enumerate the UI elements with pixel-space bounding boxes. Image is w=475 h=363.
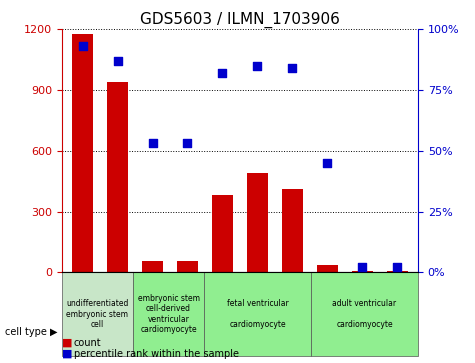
Text: ■: ■ bbox=[62, 349, 72, 359]
Bar bbox=[72, 34, 93, 272]
Point bbox=[393, 265, 401, 270]
Point bbox=[254, 63, 261, 69]
Bar bbox=[212, 195, 233, 272]
Bar bbox=[107, 82, 128, 272]
Bar bbox=[317, 265, 338, 272]
Point bbox=[184, 140, 191, 146]
Text: undifferentiated
embryonic stem
cell: undifferentiated embryonic stem cell bbox=[66, 299, 129, 329]
Bar bbox=[177, 261, 198, 272]
Point bbox=[114, 58, 122, 64]
Text: embryonic stem
cell-derived
ventricular
cardiomyocyte: embryonic stem cell-derived ventricular … bbox=[138, 294, 200, 334]
FancyBboxPatch shape bbox=[311, 272, 418, 356]
Point bbox=[149, 140, 156, 146]
Bar bbox=[142, 261, 163, 272]
Title: GDS5603 / ILMN_1703906: GDS5603 / ILMN_1703906 bbox=[140, 12, 340, 28]
Point bbox=[218, 70, 226, 76]
Text: percentile rank within the sample: percentile rank within the sample bbox=[74, 349, 238, 359]
Text: cell type ▶: cell type ▶ bbox=[5, 327, 57, 337]
Point bbox=[323, 160, 331, 166]
FancyBboxPatch shape bbox=[62, 272, 133, 356]
Text: adult ventricular

cardiomyocyte: adult ventricular cardiomyocyte bbox=[332, 299, 397, 329]
Text: count: count bbox=[74, 338, 101, 348]
Text: fetal ventricular

cardiomyocyte: fetal ventricular cardiomyocyte bbox=[227, 299, 289, 329]
FancyBboxPatch shape bbox=[204, 272, 311, 356]
Bar bbox=[282, 189, 303, 272]
FancyBboxPatch shape bbox=[133, 272, 204, 356]
Text: ■: ■ bbox=[62, 338, 72, 348]
Bar bbox=[387, 271, 408, 272]
Point bbox=[79, 43, 86, 49]
Bar bbox=[247, 173, 268, 272]
Point bbox=[288, 65, 296, 71]
Point bbox=[358, 265, 366, 270]
Bar bbox=[352, 271, 372, 272]
